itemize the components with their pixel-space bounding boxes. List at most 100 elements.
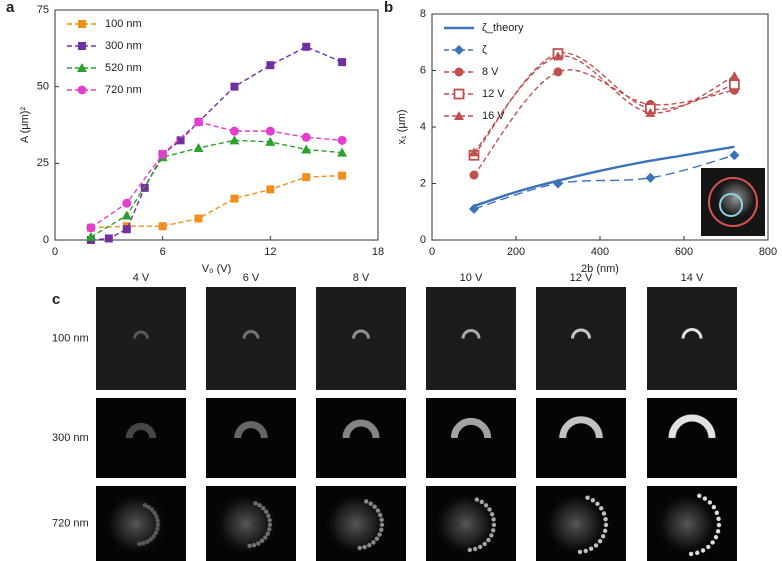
series-line [473, 55, 735, 153]
marker [77, 85, 87, 95]
marker [645, 172, 656, 183]
y-tick-label: 6 [420, 64, 426, 76]
column-label: 8 V [353, 272, 370, 284]
image-feature [261, 505, 266, 511]
marker [85, 231, 96, 241]
micrograph [647, 287, 737, 390]
image-feature [155, 518, 160, 523]
image-feature [264, 509, 269, 514]
image-feature [602, 528, 608, 533]
image-feature [702, 496, 708, 501]
panel-label: a [6, 0, 15, 16]
marker [158, 222, 167, 231]
row-label: 720 nm [52, 517, 89, 529]
image-feature [593, 543, 599, 548]
image-feature [491, 522, 497, 528]
y-tick-label: 2 [420, 177, 426, 189]
marker [194, 117, 204, 127]
image-feature [491, 517, 496, 522]
micrograph [96, 398, 186, 478]
image-feature [595, 501, 600, 507]
series-line [473, 69, 735, 176]
image-feature [472, 546, 478, 552]
marker [337, 147, 348, 157]
x-tick-label: 6 [160, 246, 166, 258]
image-feature [133, 330, 149, 339]
image-feature [599, 506, 604, 511]
marker [140, 183, 149, 192]
image-feature [379, 527, 384, 533]
marker [265, 126, 275, 136]
x-tick-label: 0 [52, 246, 58, 258]
panel-label: c [52, 291, 60, 308]
image-feature [362, 544, 367, 550]
image-feature [265, 531, 270, 536]
image-feature [257, 503, 262, 508]
x-tick-label: 12 [264, 246, 276, 258]
image-feature [479, 499, 484, 505]
image-feature [489, 512, 495, 517]
image-feature [379, 517, 384, 523]
micrograph [536, 398, 626, 478]
image-background [647, 287, 737, 390]
micrograph [206, 486, 296, 561]
marker [194, 214, 203, 223]
image-feature [141, 541, 146, 546]
x-tick-label: 600 [675, 246, 693, 258]
image-feature [242, 330, 260, 339]
marker [121, 210, 132, 220]
image-feature [716, 516, 721, 521]
image-feature [716, 522, 722, 528]
image-background [96, 287, 186, 390]
marker [469, 170, 479, 180]
column-label: 10 V [460, 272, 483, 284]
y-tick-label: 0 [420, 234, 426, 246]
image-feature [486, 537, 491, 543]
marker [86, 223, 96, 233]
micrograph [206, 287, 296, 390]
image-feature [342, 419, 380, 439]
legend-label: 520 nm [105, 62, 142, 74]
marker [553, 51, 563, 61]
image-feature [590, 498, 596, 503]
image-feature [487, 507, 492, 512]
image-feature [266, 513, 271, 518]
marker [302, 42, 311, 51]
image-feature [368, 501, 373, 506]
image-feature [149, 507, 155, 512]
image-feature [482, 541, 487, 547]
image-feature [377, 532, 382, 537]
marker [469, 203, 479, 214]
series-line [90, 46, 343, 241]
image-feature [474, 497, 480, 502]
image-feature [367, 542, 372, 548]
image-halo [434, 492, 498, 556]
y-tick-label: 8 [420, 8, 426, 20]
column-label: 12 V [570, 272, 593, 284]
series-line [473, 52, 735, 156]
image-feature [378, 512, 383, 518]
marker [158, 149, 168, 159]
image-feature [267, 522, 273, 527]
micrograph [426, 486, 516, 561]
image-feature [153, 530, 159, 535]
image-feature [588, 546, 594, 551]
y-tick-label: 75 [37, 4, 49, 16]
image-feature [706, 544, 711, 550]
legend-label: 8 V [482, 66, 499, 78]
image-feature [256, 541, 261, 546]
image-feature [600, 534, 606, 539]
image-feature [491, 528, 496, 533]
image-feature [711, 505, 717, 510]
marker [122, 225, 131, 234]
micrograph [206, 398, 296, 478]
legend-label: 12 V [482, 88, 505, 100]
marker [337, 135, 347, 145]
image-feature [601, 511, 607, 516]
image-halo [214, 492, 278, 556]
marker [122, 198, 132, 208]
image-background [206, 398, 296, 478]
marker [454, 67, 464, 77]
x-tick-label: 0 [429, 246, 435, 258]
y-tick-label: 25 [37, 157, 49, 169]
